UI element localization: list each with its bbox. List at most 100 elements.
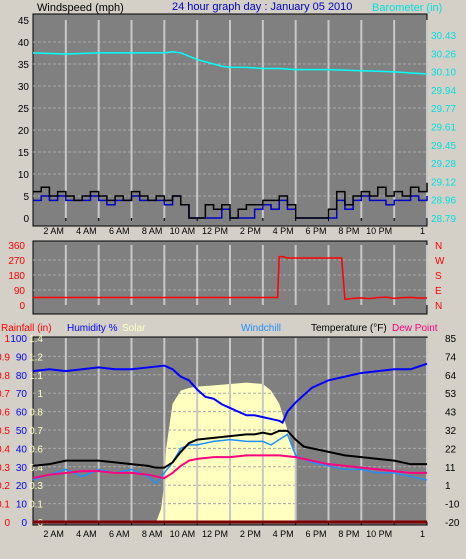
- baro-right-tick-label: 29.28: [431, 159, 456, 170]
- rain-left-tick-label: 0.2: [0, 481, 10, 492]
- windspeed-label: Windspeed (mph): [37, 2, 124, 14]
- baro-right-tick-label: 29.12: [431, 177, 456, 188]
- wind-left-tick-label: 5: [23, 192, 29, 203]
- wind-x-tick-label: 2 PM: [240, 226, 261, 236]
- graph-title: 24 hour graph day : January 05 2010: [172, 1, 352, 13]
- wind-x-tick-label: 8 PM: [338, 226, 359, 236]
- temp-x-tick-label: 10 PM: [366, 529, 392, 539]
- wind-left-tick-label: 0: [23, 214, 29, 225]
- rain-left-tick-label: 0.1: [0, 500, 10, 511]
- temp-right-tick-label: 32: [445, 426, 457, 437]
- solar-left-tick-label: 0.6: [29, 444, 43, 455]
- wind-left-tick-label: 10: [18, 170, 30, 181]
- legend-rainfall: Rainfall (in): [1, 323, 52, 334]
- barometer-line: [32, 50, 428, 75]
- wind-left-tick-label: 15: [18, 148, 30, 159]
- rain-left-tick-label: 0.8: [0, 371, 10, 382]
- dir-left-tick-label: 0: [19, 301, 25, 312]
- temp-x-tick-label: 6 PM: [305, 529, 326, 539]
- baro-right-tick-label: 29.45: [431, 141, 456, 152]
- dewpoint-line: [32, 454, 427, 480]
- rain-left-tick-label: 1: [4, 334, 10, 345]
- baro-right-tick-label: 28.96: [431, 196, 456, 207]
- solar-left-tick-label: 1.4: [29, 334, 43, 345]
- wind-left-tick-label: 25: [18, 104, 30, 115]
- rain-left-tick-label: 0.7: [0, 389, 10, 400]
- solar-left-tick-label: 1.1: [29, 371, 43, 382]
- wind-x-tick-label: 6 AM: [109, 226, 130, 236]
- wind-x-tick-label: 2 AM: [43, 226, 64, 236]
- wind-left-tick-label: 30: [18, 82, 30, 93]
- wind-left-tick-label: 35: [18, 60, 30, 71]
- rain-left-tick-label: 0.9: [0, 352, 10, 363]
- temp-x-tick-label: 12 PM: [202, 529, 228, 539]
- humidity-left-tick-label: 100: [10, 334, 27, 345]
- wind-left-tick-label: 40: [18, 38, 30, 49]
- dir-compass-tick-label: W: [435, 256, 445, 267]
- baro-right-tick-label: 28.79: [431, 214, 456, 225]
- baro-right-tick-label: 30.10: [431, 68, 456, 79]
- legend-solar: Solar: [122, 323, 146, 334]
- wind-left-tick-label: 20: [18, 126, 30, 137]
- windspeed-line: [33, 182, 428, 219]
- wind-x-tick-label: 4 AM: [76, 226, 97, 236]
- humidity-left-tick-label: 90: [16, 352, 28, 363]
- dir-left-tick-label: 180: [8, 271, 25, 282]
- temperature-line: [32, 429, 427, 469]
- humidity-left-tick-label: 20: [16, 481, 28, 492]
- solar-left-tick-label: 0.4: [29, 463, 43, 474]
- baro-right-tick-label: 29.61: [431, 123, 456, 134]
- rain-left-tick-label: 0: [4, 518, 10, 529]
- temp-x-tick-label: 10 AM: [170, 529, 196, 539]
- temp-right-tick-label: 85: [445, 334, 457, 345]
- solar-left-tick-label: 0.7: [29, 426, 43, 437]
- humidity-left-tick-label: 50: [16, 426, 28, 437]
- dir-left-tick-label: 90: [14, 286, 26, 297]
- dir-compass-tick-label: N: [435, 301, 442, 312]
- temp-x-tick-label: 4 AM: [76, 529, 97, 539]
- humidity-left-tick-label: 10: [16, 500, 28, 511]
- temp-right-tick-label: 22: [445, 444, 457, 455]
- baro-right-tick-label: 30.43: [431, 31, 456, 42]
- rain-left-tick-label: 0.4: [0, 444, 10, 455]
- dir-left-tick-label: 360: [8, 241, 25, 252]
- temp-x-tick-label: 2 AM: [43, 529, 64, 539]
- wind-x-tick-label: 6 PM: [305, 226, 326, 236]
- temp-x-tick-label: 1: [420, 529, 425, 539]
- rain-left-tick-label: 0.3: [0, 463, 10, 474]
- legend-temperature: Temperature (°F): [311, 323, 387, 334]
- wind-x-tick-label: 12 PM: [202, 226, 228, 236]
- rain-left-tick-label: 0.6: [0, 408, 10, 419]
- rain-left-tick-label: 0.5: [0, 426, 10, 437]
- humidity-left-tick-label: 70: [16, 389, 28, 400]
- baro-right-tick-label: 29.94: [431, 86, 456, 97]
- baro-right-tick-label: 29.77: [431, 104, 456, 115]
- legend-dewpoint: Dew Point: [392, 323, 438, 334]
- temp-x-tick-label: 2 PM: [240, 529, 261, 539]
- temp-right-tick-label: 74: [445, 352, 457, 363]
- temp-right-tick-label: -20: [445, 518, 460, 529]
- wind-left-tick-label: 45: [18, 16, 30, 27]
- solar-left-tick-label: 0.1: [29, 500, 43, 511]
- humidity-left-tick-label: 0: [21, 518, 27, 529]
- solar-left-tick-label: 1.2: [29, 352, 43, 363]
- legend-windchill: Windchill: [241, 323, 281, 334]
- dir-left-tick-label: 270: [8, 256, 25, 267]
- temp-x-tick-label: 6 AM: [109, 529, 130, 539]
- temp-x-tick-label: 8 AM: [142, 529, 163, 539]
- baro-right-tick-label: 30.26: [431, 49, 456, 60]
- temp-right-tick-label: 11: [445, 463, 456, 474]
- humidity-left-tick-label: 40: [16, 444, 28, 455]
- temp-right-tick-label: -10: [445, 500, 460, 511]
- barometer-label: Barometer (in): [372, 2, 442, 14]
- direction-line: [33, 255, 427, 301]
- wind-x-tick-label: 1: [420, 226, 425, 236]
- solar-left-tick-label: 0.3: [29, 481, 43, 492]
- solar-left-tick-label: 1: [37, 389, 43, 400]
- wind-x-tick-label: 10 AM: [170, 226, 196, 236]
- humidity-left-tick-label: 30: [16, 463, 28, 474]
- wind-x-tick-label: 4 PM: [273, 226, 294, 236]
- legend-humidity: Humidity %: [67, 323, 118, 334]
- temp-x-tick-label: 8 PM: [338, 529, 359, 539]
